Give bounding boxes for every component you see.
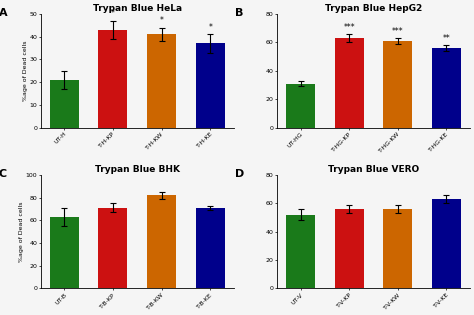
Bar <box>50 217 79 289</box>
Bar <box>196 43 225 128</box>
Bar <box>196 208 225 289</box>
Y-axis label: %age of Dead cells: %age of Dead cells <box>19 201 25 262</box>
Bar <box>335 38 364 128</box>
Bar <box>147 195 176 289</box>
Bar <box>147 34 176 128</box>
Text: *: * <box>160 16 164 25</box>
Bar <box>383 41 412 128</box>
Bar <box>98 208 128 289</box>
Title: Trypan Blue HepG2: Trypan Blue HepG2 <box>325 4 422 13</box>
Text: B: B <box>235 8 243 18</box>
Text: D: D <box>235 169 244 179</box>
Text: A: A <box>0 8 7 18</box>
Bar <box>50 80 79 128</box>
Title: Trypan Blue VERO: Trypan Blue VERO <box>328 165 419 174</box>
Bar <box>335 209 364 289</box>
Text: **: ** <box>443 34 450 43</box>
Text: *: * <box>111 9 115 19</box>
Y-axis label: %age of Dead cells: %age of Dead cells <box>23 41 28 101</box>
Bar <box>286 83 315 128</box>
Bar <box>432 48 461 128</box>
Bar <box>286 215 315 289</box>
Text: C: C <box>0 169 7 179</box>
Text: ***: *** <box>343 23 355 32</box>
Bar <box>98 30 128 128</box>
Text: *: * <box>208 23 212 32</box>
Title: Trypan Blue BHK: Trypan Blue BHK <box>95 165 180 174</box>
Text: ***: *** <box>392 27 404 36</box>
Bar <box>383 209 412 289</box>
Title: Trypan Blue HeLa: Trypan Blue HeLa <box>92 4 182 13</box>
Bar <box>432 199 461 289</box>
